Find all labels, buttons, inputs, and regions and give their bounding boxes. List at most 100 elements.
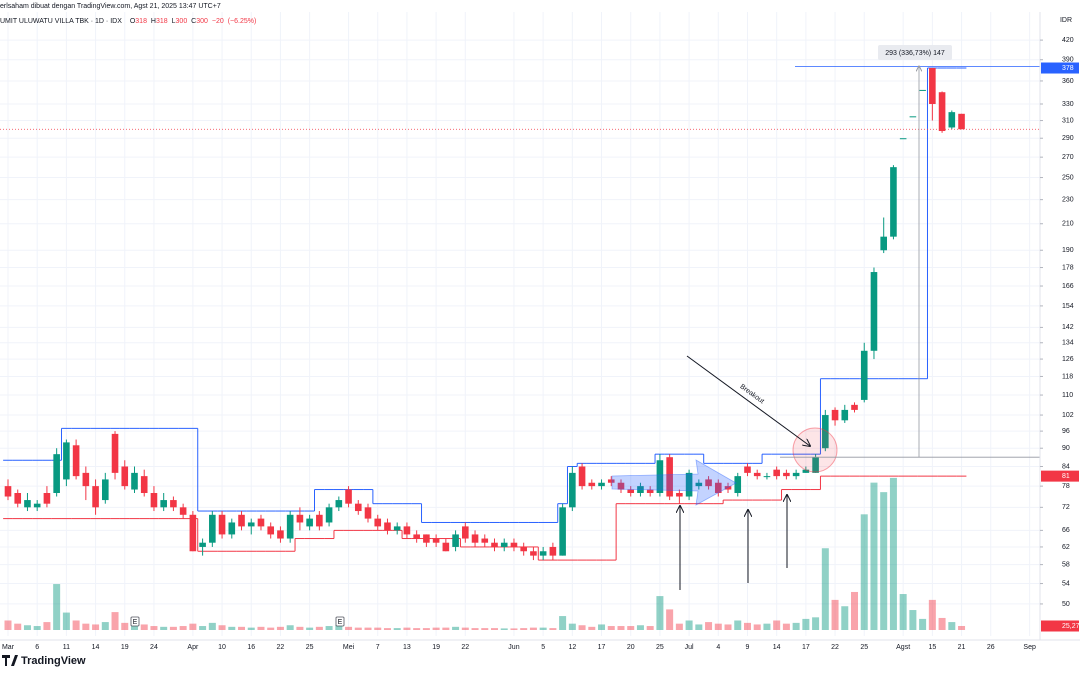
candle-body	[676, 493, 683, 497]
volume-bar	[870, 482, 878, 630]
volume-bar	[666, 609, 674, 630]
candle-body	[160, 500, 167, 508]
candle-body	[170, 500, 177, 508]
volume-bar	[72, 620, 80, 630]
candle-body	[880, 236, 887, 251]
price-unit: IDR	[1060, 17, 1072, 24]
candle-body	[520, 546, 527, 552]
candle-body	[14, 493, 22, 504]
candle-body	[744, 466, 751, 473]
event-label: E	[133, 619, 138, 626]
volume-bar	[169, 626, 177, 630]
candle-body	[831, 409, 839, 421]
candle-body	[384, 522, 391, 531]
volume-bar	[851, 591, 859, 630]
y-tick-label: 134	[1062, 340, 1074, 347]
y-tick-label: 166	[1062, 283, 1074, 290]
volume-bar	[276, 626, 284, 630]
volume-bar	[471, 628, 479, 630]
volume-bar	[491, 628, 498, 630]
x-tick-label: 15	[928, 644, 936, 651]
volume-bar	[23, 625, 31, 630]
volume-bar	[753, 624, 761, 630]
volume-bar	[14, 623, 22, 630]
volume-bar	[325, 626, 333, 630]
highlight-circle	[792, 427, 838, 473]
x-tick-label: 25	[860, 644, 868, 651]
volume-bar	[150, 626, 158, 630]
candle-body	[822, 415, 829, 449]
x-tick-label: 21	[958, 644, 966, 651]
x-tick-label: 19	[121, 644, 129, 651]
volume-bar	[841, 606, 849, 630]
volume-bar	[500, 628, 508, 630]
x-tick-label: 4	[716, 644, 720, 651]
ohlc-label: L	[172, 18, 176, 25]
candle-body	[627, 489, 635, 494]
candle-body	[646, 489, 654, 494]
candle-body	[724, 486, 732, 490]
volume-bar	[948, 622, 956, 630]
volume-bar	[675, 623, 683, 630]
breakout-arrow	[686, 355, 810, 446]
volume-bar	[821, 548, 829, 630]
candle-body	[4, 486, 12, 497]
candle-body	[510, 542, 518, 547]
y-tick-label: 420	[1062, 37, 1074, 44]
volume-bar	[393, 628, 401, 630]
volume-bar	[598, 624, 606, 630]
candle-body	[179, 507, 187, 515]
volume-bar	[130, 625, 138, 630]
volume-bar	[286, 625, 294, 630]
volume-bar	[140, 624, 148, 630]
volume-bar	[345, 626, 353, 630]
volume-bar	[247, 627, 255, 630]
candle-body	[442, 542, 450, 552]
x-tick-label: Agst	[896, 644, 910, 651]
x-tick-label: 17	[598, 644, 606, 651]
candle-body	[43, 493, 51, 504]
candle-body	[569, 472, 576, 508]
volume-bar	[636, 625, 644, 630]
volume-bar	[646, 626, 654, 630]
volume-bar	[208, 622, 216, 630]
candle-body	[452, 534, 459, 547]
y-tick-label: 210	[1062, 221, 1074, 228]
volume-bar	[588, 626, 596, 630]
candle-body	[199, 542, 206, 547]
axes: 4203903603303102902702502302101901781661…	[2, 37, 1080, 651]
volume-label: 25,27	[1062, 623, 1080, 630]
candle-body	[666, 457, 673, 497]
volume-bar	[43, 622, 51, 630]
candle-body	[432, 538, 440, 543]
y-tick-label: 50	[1062, 601, 1070, 608]
y-tick-label: 310	[1062, 117, 1074, 124]
volume-bar	[909, 610, 917, 630]
candle-body	[228, 522, 236, 535]
candle-body	[783, 472, 790, 477]
volume-bar	[354, 627, 362, 630]
brand-name: TradingView	[21, 655, 86, 667]
volume-bar	[179, 626, 187, 630]
candle-body	[773, 469, 780, 477]
candle-body	[860, 350, 868, 400]
candle-body	[851, 404, 858, 410]
x-tick-label: 5	[541, 644, 545, 651]
volume-bar	[335, 625, 343, 630]
x-tick-label: 7	[376, 644, 380, 651]
y-tick-label: 58	[1062, 561, 1070, 568]
candle-body	[637, 486, 644, 494]
volume-bar	[695, 624, 703, 630]
candle-body	[92, 486, 99, 508]
volume-bar	[315, 626, 323, 630]
volume-bar	[568, 623, 576, 630]
volume-bar	[461, 627, 469, 630]
x-tick-label: 25	[656, 644, 664, 651]
y-tick-label: 96	[1062, 428, 1070, 435]
candle-body	[306, 518, 313, 527]
volume-bar	[510, 628, 518, 630]
ohlc-label: C	[191, 18, 196, 25]
volume-bar	[160, 626, 168, 630]
volume-bar	[296, 626, 304, 630]
measure-label: 293 (336,73%) 147	[885, 50, 945, 57]
